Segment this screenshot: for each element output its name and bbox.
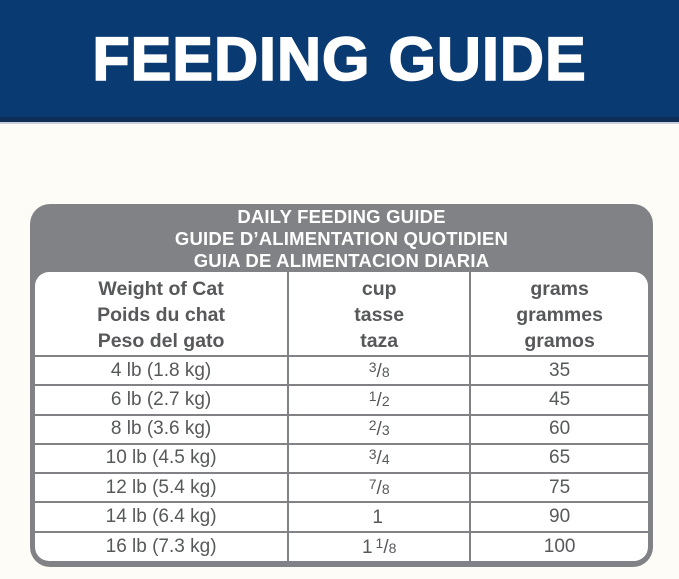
- column-header-row: Weight of Cat Poids du chat Peso del gat…: [35, 272, 648, 356]
- table-row: 8 lb (3.6 kg) 2/3 60: [35, 413, 648, 444]
- cup-cell: 1: [287, 501, 471, 532]
- grams-cell: 90: [469, 501, 648, 532]
- cup-fraction-denominator: 8: [388, 539, 397, 556]
- cup-fraction-slash: /: [376, 360, 382, 382]
- table-row: 14 lb (6.4 kg) 1 90: [35, 501, 648, 532]
- cup-fraction-numerator: 7: [368, 475, 377, 492]
- column-header-line: taza: [360, 329, 399, 352]
- weight-cell: 4 lb (1.8 kg): [35, 354, 289, 386]
- cup-fraction-numerator: 3: [368, 446, 377, 463]
- table-title: DAILY FEEDING GUIDE GUIDE D’ALIMENTATION…: [35, 204, 648, 272]
- cup-fraction-denominator: 4: [381, 451, 390, 468]
- grams-cell: 100: [469, 530, 648, 561]
- weight-cell: 8 lb (3.6 kg): [35, 413, 289, 444]
- table-title-line-fr: GUIDE D’ALIMENTATION QUOTIDIEN: [174, 228, 509, 249]
- cup-fraction-slash: /: [383, 536, 389, 558]
- column-header-line: cup: [361, 277, 397, 300]
- cup-cell: 1 1/8: [287, 530, 471, 561]
- table-title-line-es: GUIA DE ALIMENTACION DIARIA: [193, 250, 490, 271]
- column-header-line: gramos: [524, 329, 595, 352]
- feeding-table: Weight of Cat Poids du chat Peso del gat…: [35, 272, 648, 561]
- table-row: 4 lb (1.8 kg) 3/8 35: [35, 354, 648, 386]
- feeding-guide-banner: FEEDING GUIDE: [0, 0, 679, 122]
- cup-fraction-numerator: 1: [375, 534, 384, 551]
- cup-cell: 3/8: [287, 354, 471, 386]
- banner-title: FEEDING GUIDE: [92, 24, 587, 94]
- daily-feeding-guide-table: DAILY FEEDING GUIDE GUIDE D’ALIMENTATION…: [30, 204, 653, 567]
- column-header-line: grams: [530, 277, 589, 300]
- cup-fraction-slash: /: [376, 448, 382, 470]
- grams-cell: 65: [469, 442, 648, 474]
- weight-cell: 14 lb (6.4 kg): [35, 501, 289, 532]
- cup-whole: 1: [361, 536, 373, 558]
- column-header-line: Peso del gato: [97, 329, 225, 352]
- column-header-weight: Weight of Cat Poids du chat Peso del gat…: [35, 272, 288, 356]
- table-row: 16 lb (7.3 kg) 1 1/8 100: [35, 530, 648, 561]
- column-header-line: grammes: [516, 303, 603, 326]
- cup-fraction-denominator: 3: [381, 422, 390, 439]
- weight-cell: 16 lb (7.3 kg): [35, 530, 289, 561]
- table-title-line-en: DAILY FEEDING GUIDE: [237, 206, 446, 227]
- grams-cell: 45: [469, 384, 648, 415]
- cup-fraction-denominator: 2: [381, 392, 390, 409]
- column-header-line: tasse: [354, 303, 405, 326]
- cup-fraction-slash: /: [376, 477, 382, 499]
- cup-fraction-slash: /: [376, 419, 382, 441]
- column-header-grams: grams grammes gramos: [469, 272, 648, 356]
- weight-cell: 12 lb (5.4 kg): [35, 472, 289, 503]
- table-row: 10 lb (4.5 kg) 3/4 65: [35, 442, 648, 474]
- column-header-line: Weight of Cat: [98, 277, 224, 300]
- cup-fraction-slash: /: [376, 389, 382, 411]
- grams-cell: 75: [469, 472, 648, 503]
- weight-cell: 6 lb (2.7 kg): [35, 384, 289, 415]
- banner-separator-line: [0, 122, 679, 124]
- cup-cell: 7/8: [287, 472, 471, 503]
- table-row: 6 lb (2.7 kg) 1/2 45: [35, 384, 648, 415]
- cup-cell: 1/2: [287, 384, 471, 415]
- cup-whole: 1: [372, 507, 383, 529]
- table-row: 12 lb (5.4 kg) 7/8 75: [35, 472, 648, 503]
- column-header-cup: cup tasse taza: [287, 272, 471, 356]
- grams-cell: 60: [469, 413, 648, 444]
- cup-cell: 3/4: [287, 442, 471, 474]
- table-body: Weight of Cat Poids du chat Peso del gat…: [35, 272, 648, 561]
- cup-cell: 2/3: [287, 413, 471, 444]
- weight-cell: 10 lb (4.5 kg): [35, 442, 289, 474]
- cup-fraction-numerator: 1: [368, 387, 377, 404]
- column-header-line: Poids du chat: [97, 303, 225, 326]
- cup-fraction-numerator: 3: [368, 358, 377, 375]
- grams-cell: 35: [469, 354, 648, 386]
- cup-fraction-denominator: 8: [381, 480, 390, 497]
- cup-fraction-denominator: 8: [381, 363, 390, 380]
- cup-fraction-numerator: 2: [368, 417, 377, 434]
